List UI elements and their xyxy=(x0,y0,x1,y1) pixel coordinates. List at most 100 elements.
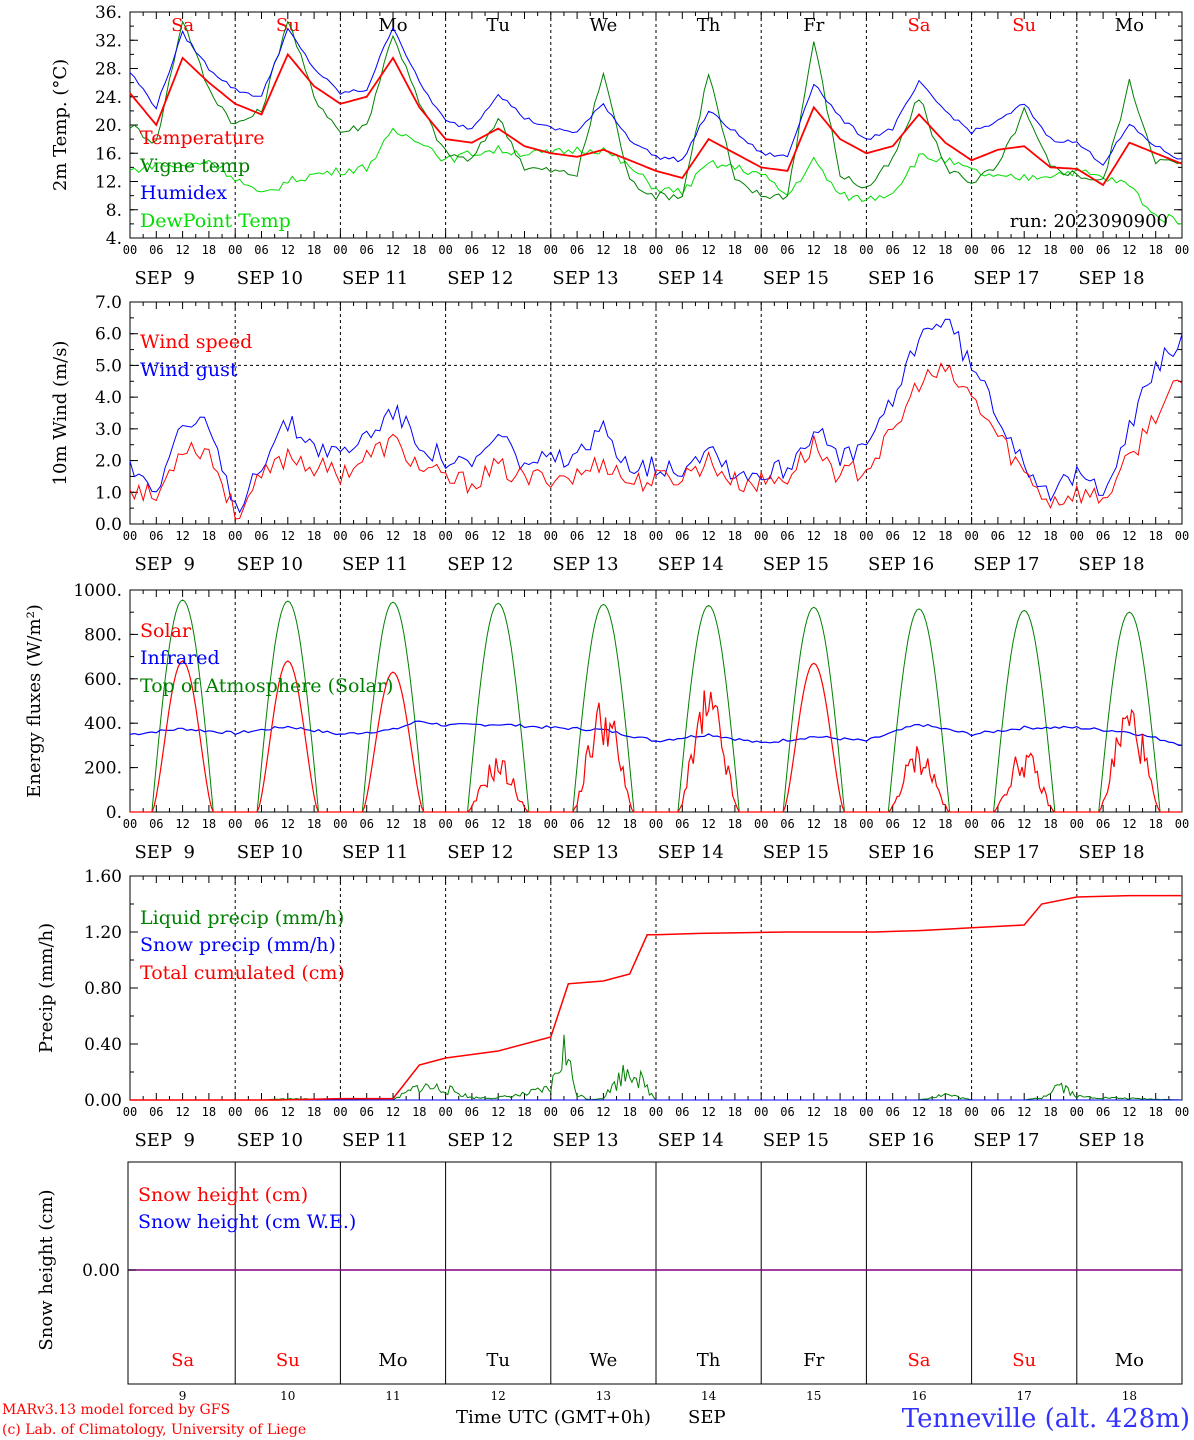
hour-tick-label: 00 xyxy=(1070,817,1084,831)
hour-tick-label: 00 xyxy=(123,817,137,831)
temperature-panel: 00 06 12 18 SEP 9 00 06 12 18 SEP 10 00 06 12 18 SEP 1… xyxy=(50,3,1189,289)
hour-tick-label: 00 xyxy=(1175,817,1189,831)
hour-tick-label: 18 xyxy=(202,529,216,543)
hour-tick-label: 06 xyxy=(675,243,689,257)
hour-tick-label: 18 xyxy=(938,529,952,543)
day-abbr-label: Th xyxy=(697,1350,721,1371)
series-line-wind-speed xyxy=(129,362,1183,520)
day-number-label: 15 xyxy=(806,1389,821,1403)
hour-tick-label: 12 xyxy=(281,1105,295,1119)
wind-ylabel: 10m Wind (m/s) xyxy=(50,341,71,486)
hour-tick-label: 12 xyxy=(281,243,295,257)
series-line-vigne-temp xyxy=(129,20,1183,201)
temp-y-tick-label: 12. xyxy=(95,173,122,193)
date-label: SEP 10 xyxy=(237,554,303,575)
hour-tick-label: 18 xyxy=(202,243,216,257)
hour-tick-label: 06 xyxy=(675,817,689,831)
hour-tick-label: 00 xyxy=(1175,529,1189,543)
hour-tick-label: 00 xyxy=(228,817,242,831)
series-line-total-cumulated xyxy=(130,894,1182,1101)
hour-tick-label: 12 xyxy=(1017,243,1031,257)
series-line-humidex xyxy=(129,26,1183,166)
date-label: SEP 18 xyxy=(1078,842,1144,863)
hour-tick-label: 06 xyxy=(465,243,479,257)
hour-tick-label: 06 xyxy=(359,529,373,543)
date-label: SEP 11 xyxy=(342,1130,408,1151)
hour-tick-label: 06 xyxy=(885,1105,899,1119)
date-label: SEP 10 xyxy=(237,842,303,863)
date-label: SEP 13 xyxy=(552,554,618,575)
precip-y-tick-label: 0.00 xyxy=(84,1091,122,1111)
date-label: SEP 16 xyxy=(868,842,934,863)
date-label: SEP 14 xyxy=(658,554,724,575)
hour-tick-label: 00 xyxy=(544,243,558,257)
wind-y-tick-label: 2.0 xyxy=(95,452,122,472)
precip-y-tick-label: 1.60 xyxy=(84,867,122,887)
hour-tick-label: 06 xyxy=(570,529,584,543)
date-label: SEP 15 xyxy=(763,554,829,575)
day-abbr-label: Fr xyxy=(803,15,824,36)
temp-y-tick-label: 28. xyxy=(95,60,122,80)
hour-tick-label: 06 xyxy=(885,243,899,257)
date-label: SEP 15 xyxy=(763,842,829,863)
precip-y-tick-label: 0.80 xyxy=(84,979,122,999)
hour-tick-label: 18 xyxy=(307,243,321,257)
hour-tick-label: 00 xyxy=(964,1105,978,1119)
snow-ylabel: Snow height (cm) xyxy=(36,1189,57,1350)
hour-tick-label: 06 xyxy=(570,243,584,257)
hour-tick-label: 00 xyxy=(333,1105,347,1119)
hour-tick-label: 12 xyxy=(1122,529,1136,543)
hour-tick-label: 12 xyxy=(1122,243,1136,257)
hour-tick-label: 00 xyxy=(333,817,347,831)
legend-humidex: Humidex xyxy=(140,182,227,204)
hour-tick-label: 12 xyxy=(701,1105,715,1119)
hour-tick-label: 18 xyxy=(517,529,531,543)
hour-tick-label: 06 xyxy=(465,1105,479,1119)
hour-tick-label: 18 xyxy=(728,1105,742,1119)
day-abbr-label: Su xyxy=(1012,15,1036,36)
series-line-solar xyxy=(130,660,1182,813)
xaxis-month: SEP xyxy=(688,1407,726,1428)
day-abbr-label: Su xyxy=(276,15,300,36)
hour-tick-label: 12 xyxy=(1122,817,1136,831)
snow-panel: 0.00 Sa 9 Su 10 Mo 11 Tu 12 We 13 Th 14 Fr 15 Sa 16 Su 17 M… xyxy=(36,1161,1183,1403)
hour-tick-label: 18 xyxy=(938,1105,952,1119)
hour-tick-label: 12 xyxy=(281,529,295,543)
date-label: SEP 12 xyxy=(447,1130,513,1151)
energy-y-tick-label: 0. xyxy=(106,803,122,823)
hour-tick-label: 18 xyxy=(622,817,636,831)
legend-liquid-precip: Liquid precip (mm/h) xyxy=(140,907,344,929)
energy-y-tick-label: 400. xyxy=(84,714,122,734)
hour-tick-label: 12 xyxy=(912,817,926,831)
hour-tick-label: 12 xyxy=(1017,817,1031,831)
snow-y-tick-label: 0.00 xyxy=(82,1261,120,1281)
hour-tick-label: 06 xyxy=(991,817,1005,831)
day-abbr-label: Sa xyxy=(171,1350,194,1371)
hour-tick-label: 00 xyxy=(754,817,768,831)
legend-dewpoint: DewPoint Temp xyxy=(140,210,291,232)
hour-tick-label: 18 xyxy=(728,243,742,257)
hour-tick-label: 00 xyxy=(649,243,663,257)
energy-y-tick-label: 600. xyxy=(84,670,122,690)
series-line-infrared xyxy=(129,720,1183,746)
credit-lab: (c) Lab. of Climatology, University of L… xyxy=(2,1422,306,1438)
hour-tick-label: 06 xyxy=(254,1105,268,1119)
legend-wind-speed: Wind speed xyxy=(140,331,252,353)
date-label: SEP 17 xyxy=(973,268,1039,289)
legend-wind-gust: Wind gust xyxy=(140,359,238,381)
series-line-wind-gust xyxy=(129,318,1183,514)
hour-tick-label: 06 xyxy=(465,529,479,543)
date-label: SEP 18 xyxy=(1078,1130,1144,1151)
hour-tick-label: 06 xyxy=(780,529,794,543)
day-abbr-label: Sa xyxy=(907,15,930,36)
date-label: SEP 11 xyxy=(342,842,408,863)
hour-tick-label: 06 xyxy=(149,1105,163,1119)
hour-tick-label: 18 xyxy=(1043,817,1057,831)
hour-tick-label: 00 xyxy=(859,529,873,543)
wind-y-tick-label: 7.0 xyxy=(95,293,122,313)
date-label: SEP 11 xyxy=(342,268,408,289)
hour-tick-label: 12 xyxy=(175,529,189,543)
legend-total-cumulated: Total cumulated (cm) xyxy=(140,962,345,984)
energy-plot: 00 06 12 18 SEP 9 00 06 12 18 SEP 10 00 06 12 18 SEP 1… xyxy=(73,581,1189,863)
